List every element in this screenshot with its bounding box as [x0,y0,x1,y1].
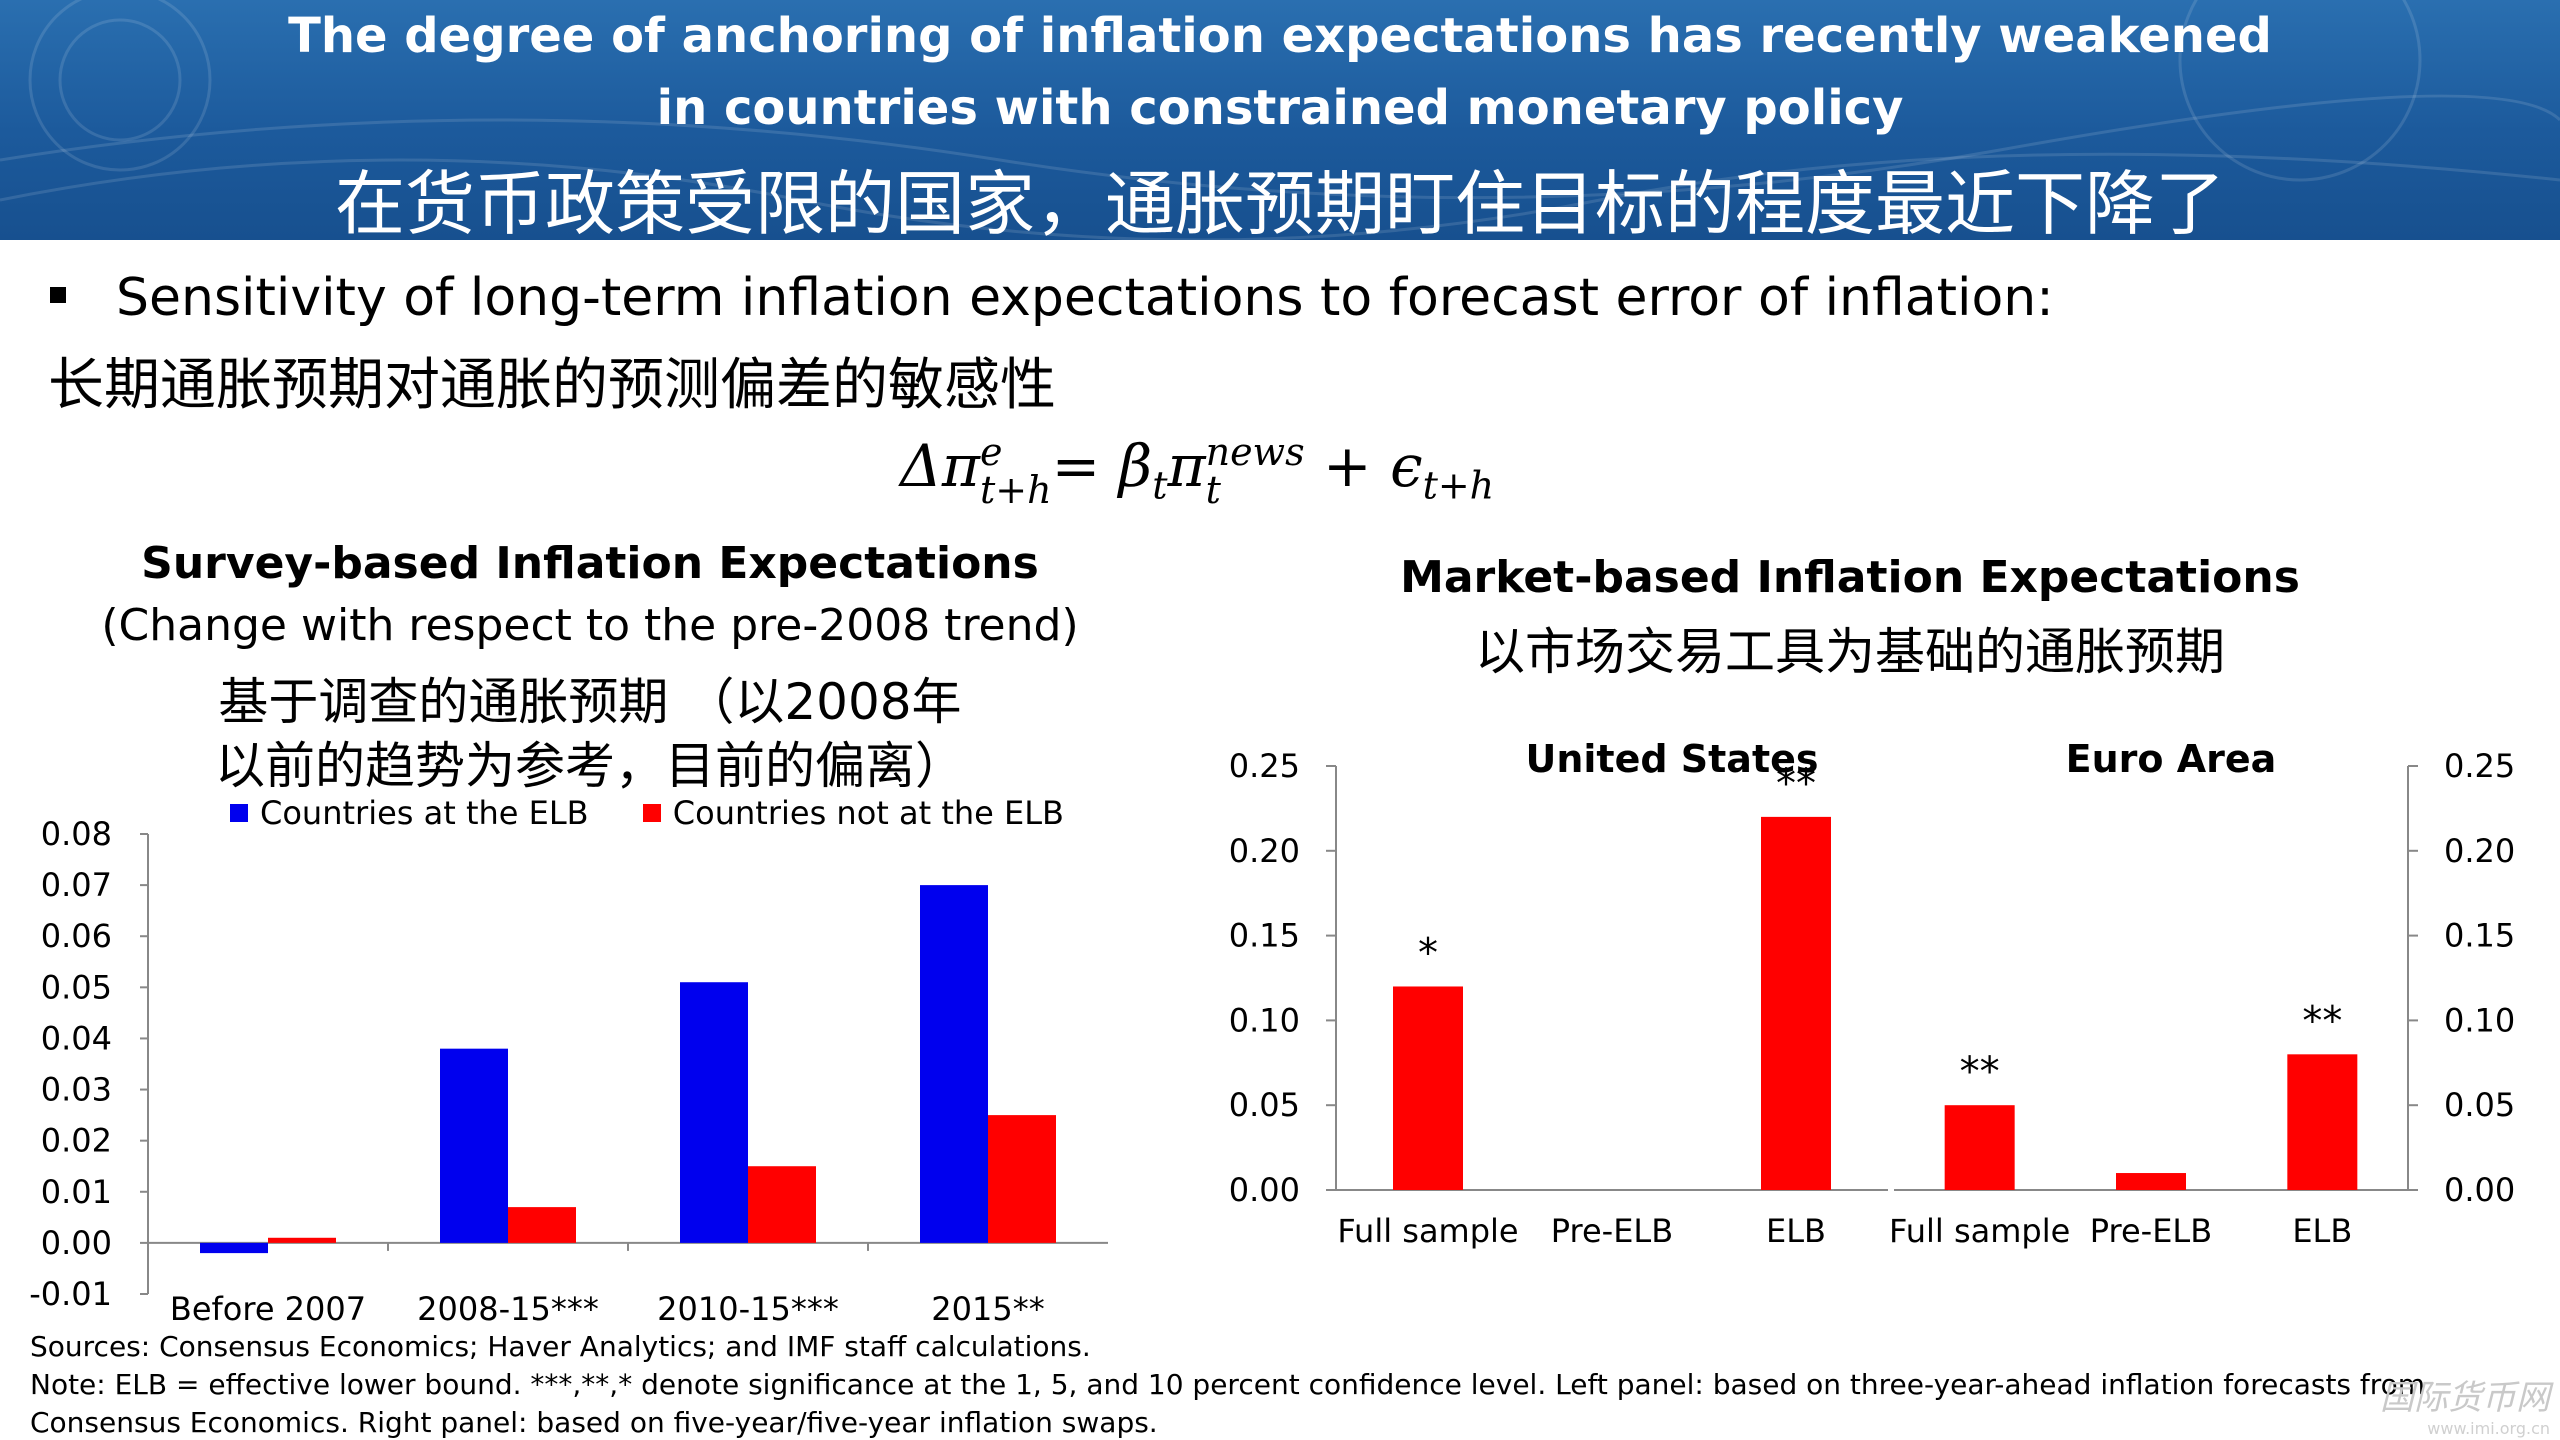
left-y-tick-label: 0.05 [41,968,112,1006]
significance-marker: * [1418,930,1438,976]
left-chart-subtitle: (Change with respect to the pre-2008 tre… [101,600,1079,651]
left-chart-title-zh-1: 基于调查的通胀预期 （以2008年 [218,673,962,731]
slide-title-en-line2: in countries with constrained monetary p… [656,80,1904,136]
left-x-tick-label: Before 2007 [170,1290,366,1328]
slide-title-en-line1: The degree of anchoring of inflation exp… [288,8,2272,64]
left-y-tick-label: -0.01 [29,1275,112,1313]
significance-marker: ** [1960,1049,2000,1095]
left-y-tick-label: 0.08 [41,815,112,853]
regression-formula: Δπ e t+h = βtπ news t + ϵt+h [900,432,1494,509]
right-panel-x-tick-label: Pre-ELB [2090,1212,2212,1250]
right-panel-y-tick-label: 0.10 [2444,1001,2515,1039]
bullet-text: Sensitivity of long-term inflation expec… [116,268,2054,328]
banknote-background-pattern [0,0,2560,240]
watermark-logo: 国际货币网 www.imi.org.cn [2380,1370,2550,1438]
left-bar-elb [920,885,988,1243]
left-chart-title-zh-2: 以前的趋势为参考，目前的偏离） [215,737,965,795]
right-panel-y-tick-label: 0.05 [2444,1086,2515,1124]
formula-lhs-sub: t+h [980,467,1052,512]
formula-lhs-sup: e [980,429,1003,474]
watermark-url: www.imi.org.cn [2427,1419,2550,1438]
left-y-tick-label: 0.02 [41,1122,112,1160]
left-bar-elb [440,1048,508,1243]
formula-epsilon: ϵ [1390,432,1423,500]
right-panel-y-tick-label: 0.15 [1229,917,1300,955]
right-panel-y-tick-label: 0.20 [1229,832,1300,870]
formula-plus: + [1323,432,1372,500]
legend-label-not-elb: Countries not at the ELB [672,794,1064,832]
left-bar-not-elb [988,1115,1056,1243]
right-panel-y-tick-label: 0.00 [1229,1171,1300,1209]
right-panel-bar [2287,1054,2358,1190]
left-bar-not-elb [748,1166,816,1243]
formula-pi-sup: news [1205,429,1305,474]
left-bar-elb [680,982,748,1243]
formula-delta-pi: Δπ [900,432,981,500]
left-y-tick-label: 0.06 [41,917,112,955]
formula-pi-sub: t [1205,467,1221,512]
left-x-tick-label: 2015** [931,1290,1044,1328]
right-panel-bar [1393,986,1463,1190]
legend-label-elb: Countries at the ELB [260,794,589,832]
sources-note: Sources: Consensus Economics; Haver Anal… [30,1330,1091,1363]
left-chart-title: Survey-based Inflation Expectations [141,538,1039,589]
header-banner: The degree of anchoring of inflation exp… [0,0,2560,240]
right-panel-x-tick-label: Full sample [1889,1212,2070,1250]
right-panel-x-tick-label: ELB [2292,1212,2352,1250]
legend-item-elb: Countries at the ELB [230,794,589,832]
left-y-tick-label: 0.00 [41,1224,112,1262]
right-panel-y-tick-label: 0.25 [2444,747,2515,785]
formula-eps-sub: t+h [1422,463,1495,508]
slide-title-zh: 在货币政策受限的国家，通胀预期盯住目标的程度最近下降了 [335,163,2225,240]
right-panel-y-tick-label: 0.15 [2444,917,2515,955]
right-chart-title-zh: 以市场交易工具为基础的通胀预期 [1475,623,2225,681]
legend-swatch-blue [230,804,248,822]
square-bullet-icon [50,287,66,303]
left-bar-not-elb [508,1207,576,1243]
left-y-tick-label: 0.04 [41,1019,112,1057]
watermark-text: 国际货币网 [2380,1378,2550,1418]
right-panel-title: United States [1525,737,1818,781]
right-panel-y-tick-label: 0.10 [1229,1001,1300,1039]
left-bar-elb [200,1242,268,1254]
significance-marker: ** [1776,761,1816,807]
right-panel-x-tick-label: Pre-ELB [1551,1212,1673,1250]
right-panel-bar [1944,1105,2015,1190]
right-panel-title: Euro Area [2066,737,2277,781]
right-panel-y-tick-label: 0.20 [2444,832,2515,870]
right-panel-bar [2116,1173,2186,1190]
formula-pi: π [1167,432,1206,500]
left-x-tick-label: 2008-15*** [417,1290,599,1328]
right-panel-x-tick-label: Full sample [1337,1212,1518,1250]
left-x-tick-label: 2010-15*** [657,1290,839,1328]
bullet-text-zh: 长期通胀预期对通胀的预测偏差的敏感性 [48,353,1056,418]
left-y-tick-label: 0.07 [41,866,112,904]
significance-marker: ** [2302,998,2342,1044]
bullet-point: Sensitivity of long-term inflation expec… [50,268,2054,328]
right-panel-y-tick-label: 0.05 [1229,1086,1300,1124]
note-line-2: Consensus Economics. Right panel: based … [30,1406,1158,1439]
right-panel-y-tick-label: 0.25 [1229,747,1300,785]
note-line-1: Note: ELB = effective lower bound. ***,*… [30,1368,2426,1401]
left-bar-not-elb [268,1237,336,1243]
legend-swatch-red [642,804,661,822]
formula-beta-sub: t [1152,463,1168,508]
legend-item-not-elb: Countries not at the ELB [642,794,1064,832]
left-chart-legend: Countries at the ELB Countries not at th… [230,792,1108,832]
left-y-tick-label: 0.01 [41,1173,112,1211]
formula-equals: = [1051,432,1101,500]
right-panel-bar [1761,816,1831,1190]
formula-beta: β [1118,432,1153,500]
right-panel-x-tick-label: ELB [1766,1212,1826,1250]
left-y-tick-label: 0.03 [41,1071,112,1109]
right-panel-y-tick-label: 0.00 [2444,1171,2515,1209]
right-chart-title: Market-based Inflation Expectations [1400,552,2300,603]
